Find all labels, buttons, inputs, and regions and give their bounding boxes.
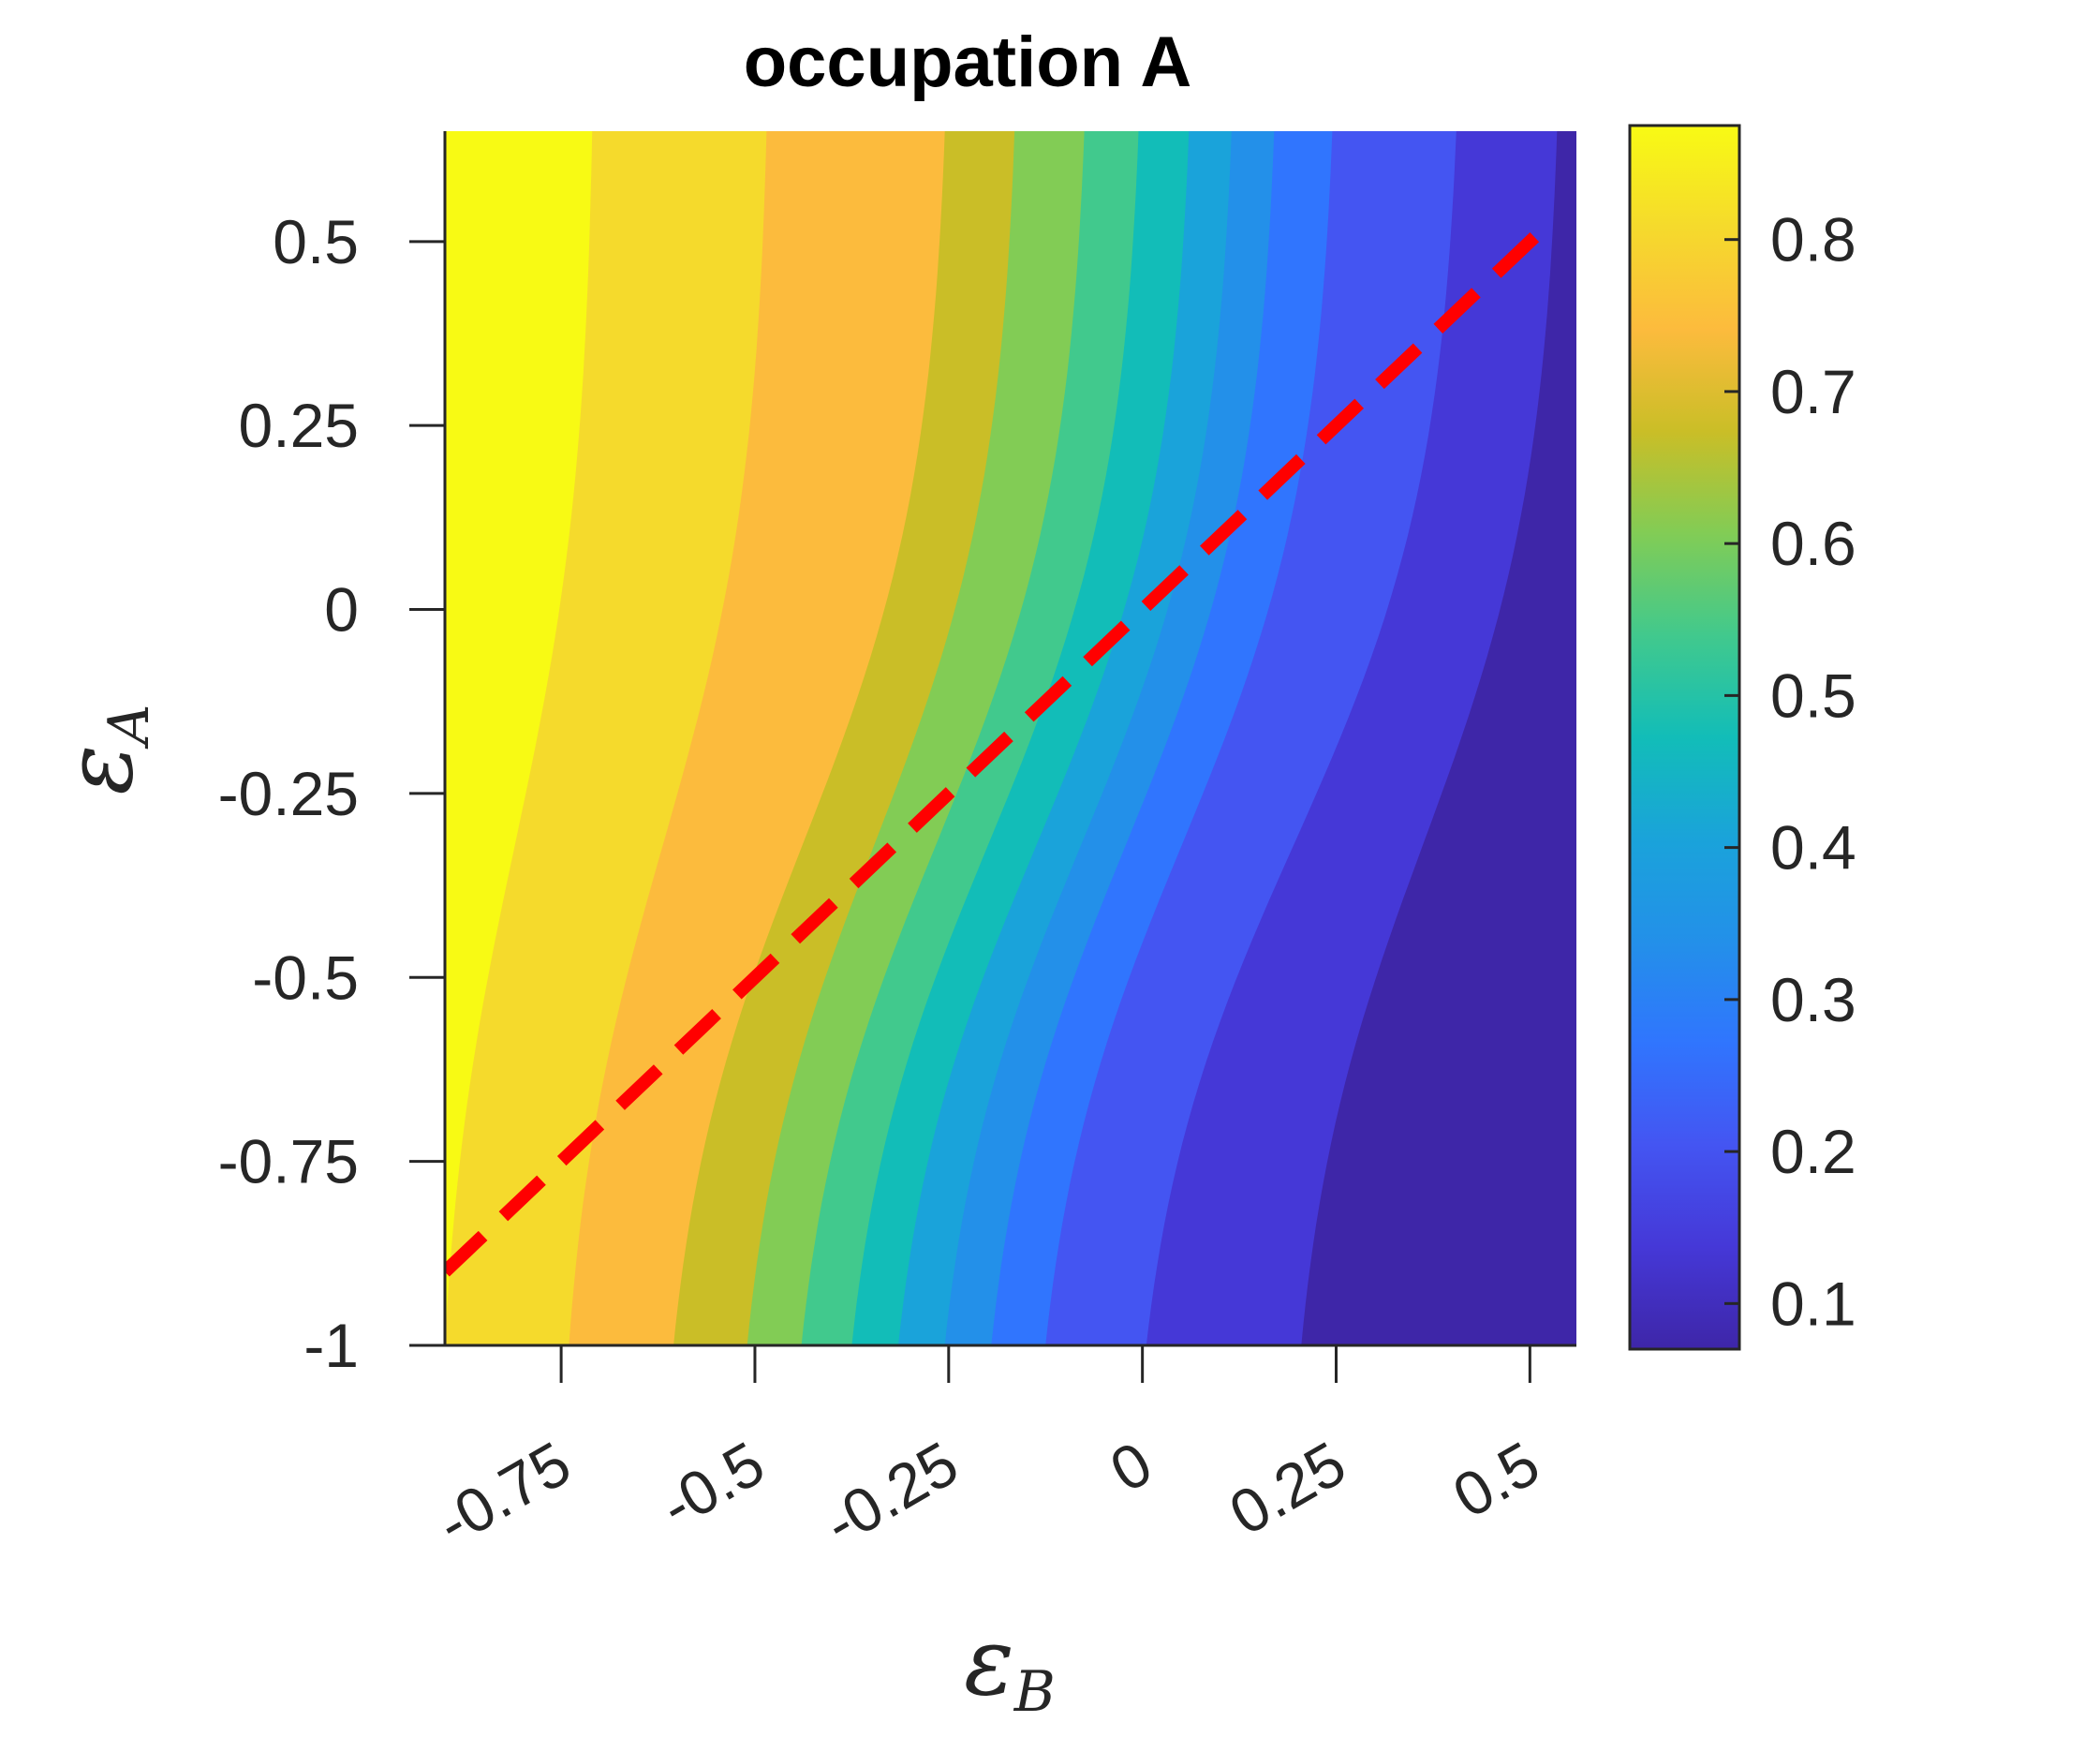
x-axis-label-symbol: ε [964, 1607, 1014, 1716]
x-tick-label: 0 [1099, 1428, 1163, 1505]
colorbar-tick-label: 0.5 [1770, 661, 1856, 730]
plot-area [426, 112, 1576, 1364]
y-axis-label: εA [44, 704, 162, 794]
x-tick-labels: -0.75 -0.5 -0.25 0 0.25 0.5 [425, 1428, 1551, 1558]
y-tick-label: -0.5 [252, 943, 359, 1012]
y-axis-label-subscript: A [96, 704, 162, 749]
dashed-diagonal-line [445, 222, 1550, 1277]
y-tick-label: 0.25 [239, 391, 359, 460]
contour-band [426, 112, 445, 1364]
y-axis-label-symbol: ε [44, 745, 154, 795]
colorbar-gradient [1628, 124, 1741, 1351]
x-tick-label: 0.25 [1218, 1428, 1356, 1548]
contour-band [445, 131, 593, 1345]
x-axis-label: εB [964, 1607, 1056, 1725]
y-tick-label: -1 [303, 1311, 359, 1380]
colorbar-tick-label: 0.1 [1770, 1269, 1856, 1338]
colorbar-tick-label: 0.6 [1770, 509, 1856, 578]
colorbar-tick-label: 0.2 [1770, 1117, 1856, 1186]
chart-title: occupation A [744, 22, 1192, 102]
x-tick-label: -0.5 [648, 1428, 775, 1541]
colorbar-tick-label: 0.3 [1770, 965, 1856, 1034]
colorbar-ticks: 0.1 0.2 0.3 0.4 0.5 0.6 0.7 0.8 [1724, 205, 1856, 1338]
x-axis-label-subscript: B [1013, 1659, 1056, 1725]
y-tick-labels: -1 -0.75 -0.5 -0.25 0 0.25 0.5 [218, 207, 359, 1380]
x-tick-label: 0.5 [1442, 1428, 1550, 1531]
colorbar-tick-label: 0.7 [1770, 357, 1856, 426]
x-tick-label: -0.75 [425, 1428, 582, 1558]
axes [409, 131, 1576, 1383]
colorbar-tick-label: 0.4 [1770, 813, 1856, 883]
y-tick-label: -0.75 [218, 1127, 359, 1196]
colorbar-tick-label: 0.8 [1770, 205, 1856, 275]
colorbar: 0.1 0.2 0.3 0.4 0.5 0.6 0.7 0.8 [1628, 124, 1856, 1351]
y-tick-label: -0.25 [218, 759, 359, 828]
y-tick-label: 0 [324, 575, 359, 645]
y-tick-label: 0.5 [273, 207, 359, 276]
contour-bands [426, 112, 1558, 1364]
x-tick-label: -0.25 [813, 1428, 969, 1558]
